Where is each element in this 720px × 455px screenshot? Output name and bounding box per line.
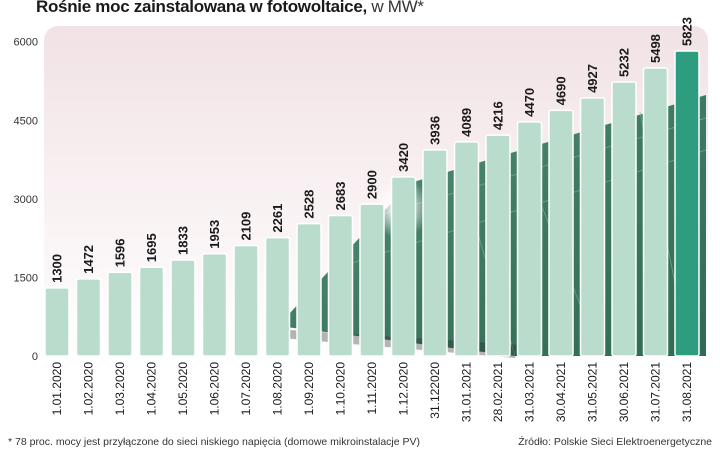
y-tick-label: 3000 — [14, 194, 38, 206]
bar — [548, 109, 574, 357]
x-tick-label: 1.02.2020 — [82, 362, 96, 416]
bar — [390, 176, 417, 357]
x-tick-label: 31.01.2021 — [460, 362, 474, 422]
bar — [674, 50, 700, 357]
bar — [327, 214, 354, 357]
y-tick-label: 0 — [32, 351, 38, 363]
bar-value-label: 4470 — [522, 88, 537, 117]
bar-value-label: 3936 — [428, 116, 443, 145]
bar — [264, 236, 291, 357]
x-tick-label: 1.12.2020 — [397, 362, 411, 416]
bar — [642, 67, 669, 357]
bar — [201, 252, 228, 357]
x-tick-label: 1.01.2020 — [50, 362, 64, 416]
x-tick-label: 1.05.2020 — [176, 362, 190, 416]
bar-value-label: 4089 — [459, 108, 474, 137]
footnote: * 78 proc. mocy jest przyłączone do siec… — [8, 436, 421, 448]
x-tick-label: 30.06.2021 — [617, 362, 631, 422]
x-tick-label: 31.05.2021 — [586, 362, 600, 422]
bar-value-label: 1596 — [113, 238, 128, 267]
bar-value-label: 2261 — [270, 204, 285, 233]
bar — [107, 271, 133, 357]
bar — [296, 222, 322, 357]
bar-value-label: 4216 — [491, 101, 506, 130]
bar — [453, 141, 480, 357]
bar — [422, 149, 448, 357]
x-tick-label: 28.02.2021 — [491, 362, 505, 422]
chart-title-main: Rośnie moc zainstalowana w fotowoltaice, — [36, 0, 367, 16]
bar — [75, 278, 102, 357]
bar-value-label: 1833 — [176, 226, 191, 255]
bar-value-label: 1300 — [50, 254, 65, 283]
bar — [579, 97, 606, 357]
x-tick-label: 1.08.2020 — [271, 362, 285, 416]
x-tick-label: 31.07.2021 — [649, 362, 663, 422]
bar-value-label: 1472 — [81, 245, 96, 274]
bar — [138, 266, 165, 357]
chart-title: Rośnie moc zainstalowana w fotowoltaice,… — [36, 0, 424, 17]
bar-value-label: 5823 — [680, 17, 695, 46]
bar-value-label: 3420 — [396, 143, 411, 172]
bar — [485, 134, 511, 357]
bar — [611, 81, 637, 357]
bar-value-label: 2109 — [239, 212, 254, 241]
bar — [233, 244, 259, 357]
chart-title-unit: w MW* — [366, 0, 424, 16]
bar-value-label: 2683 — [333, 182, 348, 211]
bar-value-label: 5498 — [648, 34, 663, 63]
y-tick-label: 4500 — [14, 115, 38, 127]
bar-value-label: 4690 — [554, 76, 569, 105]
x-tick-label: 1.03.2020 — [113, 362, 127, 416]
x-tick-label: 1.04.2020 — [145, 362, 159, 416]
bar — [170, 259, 196, 357]
bar-value-label: 4927 — [585, 64, 600, 93]
x-tick-label: 31.08.2021 — [680, 362, 694, 422]
bar-value-label: 1953 — [207, 220, 222, 249]
source-note: Źródło: Polskie Sieci Elektroenergetyczn… — [518, 436, 712, 448]
bar — [516, 121, 543, 357]
x-tick-label: 1.06.2020 — [208, 362, 222, 416]
x-tick-label: 1.10.2020 — [334, 362, 348, 416]
bar-value-label: 2900 — [365, 170, 380, 199]
bar — [44, 287, 70, 357]
x-tick-label: 30.04.2021 — [554, 362, 568, 422]
y-tick-label: 6000 — [14, 37, 38, 49]
x-tick-label: 31.122020 — [428, 362, 442, 419]
x-tick-label: 1.11.2020 — [365, 362, 379, 415]
bar-value-label: 5232 — [617, 48, 632, 77]
x-tick-label: 1.07.2020 — [239, 362, 253, 416]
x-tick-label: 31.03.2021 — [523, 362, 537, 422]
bar-value-label: 2528 — [302, 190, 317, 219]
bar — [359, 203, 385, 357]
x-tick-label: 1.09.2020 — [302, 362, 316, 416]
y-tick-label: 1500 — [14, 272, 38, 284]
bar-value-label: 1695 — [144, 233, 159, 262]
